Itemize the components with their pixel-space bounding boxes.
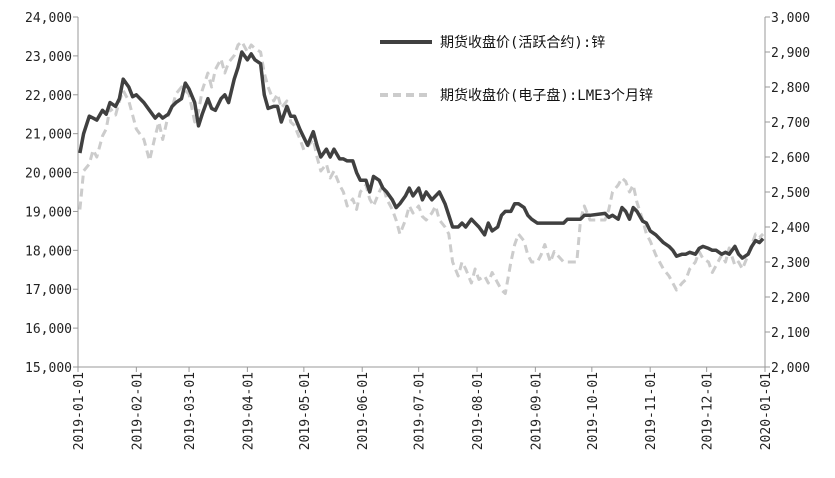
series-layer	[78, 40, 765, 295]
x-tick-label: 2019-04-01	[241, 372, 256, 450]
x-tick-label: 2019-02-01	[130, 372, 145, 450]
left-tick-label: 17,000	[25, 283, 72, 298]
left-tick-label: 20,000	[25, 167, 72, 182]
left-tick-label: 21,000	[25, 128, 72, 143]
right-tick-label: 3,000	[771, 11, 810, 26]
left-tick-label: 23,000	[25, 50, 72, 65]
legend-label-shfe-zinc: 期货收盘价(活跃合约):锌	[440, 34, 605, 51]
left-tick-label: 19,000	[25, 205, 72, 220]
x-tick-label: 2019-01-01	[72, 372, 87, 450]
x-tick-label: 2019-08-01	[471, 372, 486, 450]
right-tick-label: 2,900	[771, 46, 810, 61]
x-tick-label: 2019-11-01	[644, 372, 659, 450]
x-tick-label: 2020-01-01	[759, 372, 774, 450]
x-tick-label: 2019-10-01	[586, 372, 601, 450]
right-tick-label: 2,800	[771, 81, 810, 96]
series-line-lme-zinc	[78, 40, 765, 295]
left-tick-label: 15,000	[25, 361, 72, 376]
legend: 期货收盘价(活跃合约):锌 期货收盘价(电子盘):LME3个月锌	[380, 34, 653, 104]
right-tick-label: 2,600	[771, 151, 810, 166]
x-tick-label: 2019-06-01	[356, 372, 371, 450]
x-tick-label: 2019-09-01	[529, 372, 544, 450]
right-tick-label: 2,700	[771, 116, 810, 131]
left-tick-label: 24,000	[25, 11, 72, 26]
right-tick-label: 2,400	[771, 221, 810, 236]
x-tick-label: 2019-12-01	[701, 372, 716, 450]
x-tick-label: 2019-05-01	[298, 372, 313, 450]
series-line-shfe-zinc	[78, 50, 765, 260]
right-tick-label: 2,200	[771, 291, 810, 306]
left-tick-label: 16,000	[25, 322, 72, 337]
left-tick-label: 18,000	[25, 244, 72, 259]
x-tick-label: 2019-07-01	[413, 372, 428, 450]
right-tick-label: 2,300	[771, 256, 810, 271]
axes: 15,000 16,000 17,000 18,000 19,000 20,000 21,0…	[25, 11, 810, 450]
right-tick-label: 2,100	[771, 326, 810, 341]
legend-label-lme-zinc: 期货收盘价(电子盘):LME3个月锌	[440, 87, 653, 104]
x-tick-label: 2019-03-01	[183, 372, 198, 450]
left-tick-label: 22,000	[25, 89, 72, 104]
right-tick-label: 2,000	[771, 361, 810, 376]
right-tick-label: 2,500	[771, 186, 810, 201]
